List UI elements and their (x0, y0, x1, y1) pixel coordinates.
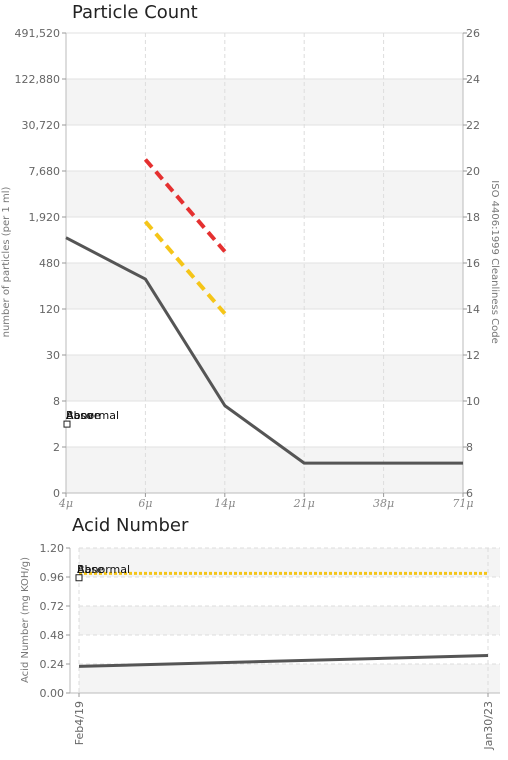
acid-number-title: Acid Number (72, 515, 189, 536)
legend-entry: Abnormal (77, 563, 130, 576)
grid-band (66, 447, 463, 493)
y2-tick-label: 18 (466, 211, 480, 224)
y-tick-label: 8 (53, 395, 60, 408)
x-tick-label: 14μ (214, 497, 235, 510)
acid-ylabel: Acid Number (mg KOH/g) (20, 557, 31, 683)
grid-band (79, 664, 500, 693)
y-tick-label: 0.96 (40, 571, 65, 584)
series-line-2 (143, 220, 227, 315)
y2-tick-label: 20 (466, 165, 480, 178)
y2-tick-label: 16 (466, 257, 480, 270)
y-tick-label: 0.72 (40, 600, 65, 613)
x-tick-label: 6μ (138, 497, 152, 510)
grid-band (66, 171, 463, 217)
particle-y2label: ISO 4406:1999 Cleanliness Code (489, 180, 500, 343)
grid-band (79, 606, 500, 635)
y2-tick-label: 12 (466, 349, 480, 362)
particle-ylabel: number of particles (per 1 ml) (1, 187, 12, 338)
x-tick-label: Jan30/23 (482, 701, 495, 751)
grid-band (66, 355, 463, 401)
y2-tick-label: 22 (466, 119, 480, 132)
x-tick-label: 4μ (58, 497, 73, 510)
y2-tick-label: 26 (466, 27, 480, 40)
x-tick-label: 21μ (293, 497, 315, 510)
legend-entry: Base (66, 409, 93, 422)
y-tick-label: 30 (46, 349, 60, 362)
particle-count-title: Particle Count (72, 2, 198, 23)
y-tick-label: 0.00 (40, 687, 65, 700)
legend-entry: Base (77, 563, 104, 576)
x-tick-label: Feb4/19 (73, 701, 86, 745)
y2-tick-label: 10 (466, 395, 480, 408)
y-tick-label: 491,520 (15, 27, 61, 40)
y-tick-label: 30,720 (22, 119, 61, 132)
legend-entry: Above (66, 409, 101, 422)
y-tick-label: 0 (53, 487, 60, 500)
y-tick-label: 1.20 (40, 542, 65, 555)
y2-tick-label: 6 (466, 487, 473, 500)
series-line-1 (143, 158, 227, 253)
y-tick-label: 480 (39, 257, 60, 270)
y-tick-label: 7,680 (29, 165, 61, 178)
y-tick-label: 0.48 (40, 629, 65, 642)
particle-count-chart: 0 2 8 30 120 480 1,920 7,680 30,720 122,880 491,52… (1, 27, 500, 510)
x-tick-label: 71μ (452, 497, 473, 510)
y-tick-label: 120 (39, 303, 60, 316)
y-tick-label: 122,880 (15, 73, 61, 86)
y2-tick-label: 24 (466, 73, 480, 86)
x-tick-label: 38μ (373, 497, 394, 510)
series-line-0 (65, 236, 463, 465)
y-tick-label: 2 (53, 441, 60, 454)
legend-marker (75, 574, 83, 582)
y-tick-label: 1,920 (29, 211, 61, 224)
legend-entry: Abnormal (66, 409, 119, 422)
y2-tick-label: 14 (466, 303, 480, 316)
y-tick-label: 0.24 (40, 658, 65, 671)
y2-tick-label: 8 (466, 441, 473, 454)
series-line-0 (78, 654, 489, 668)
legend-marker (63, 420, 71, 428)
grid-band (66, 79, 463, 125)
